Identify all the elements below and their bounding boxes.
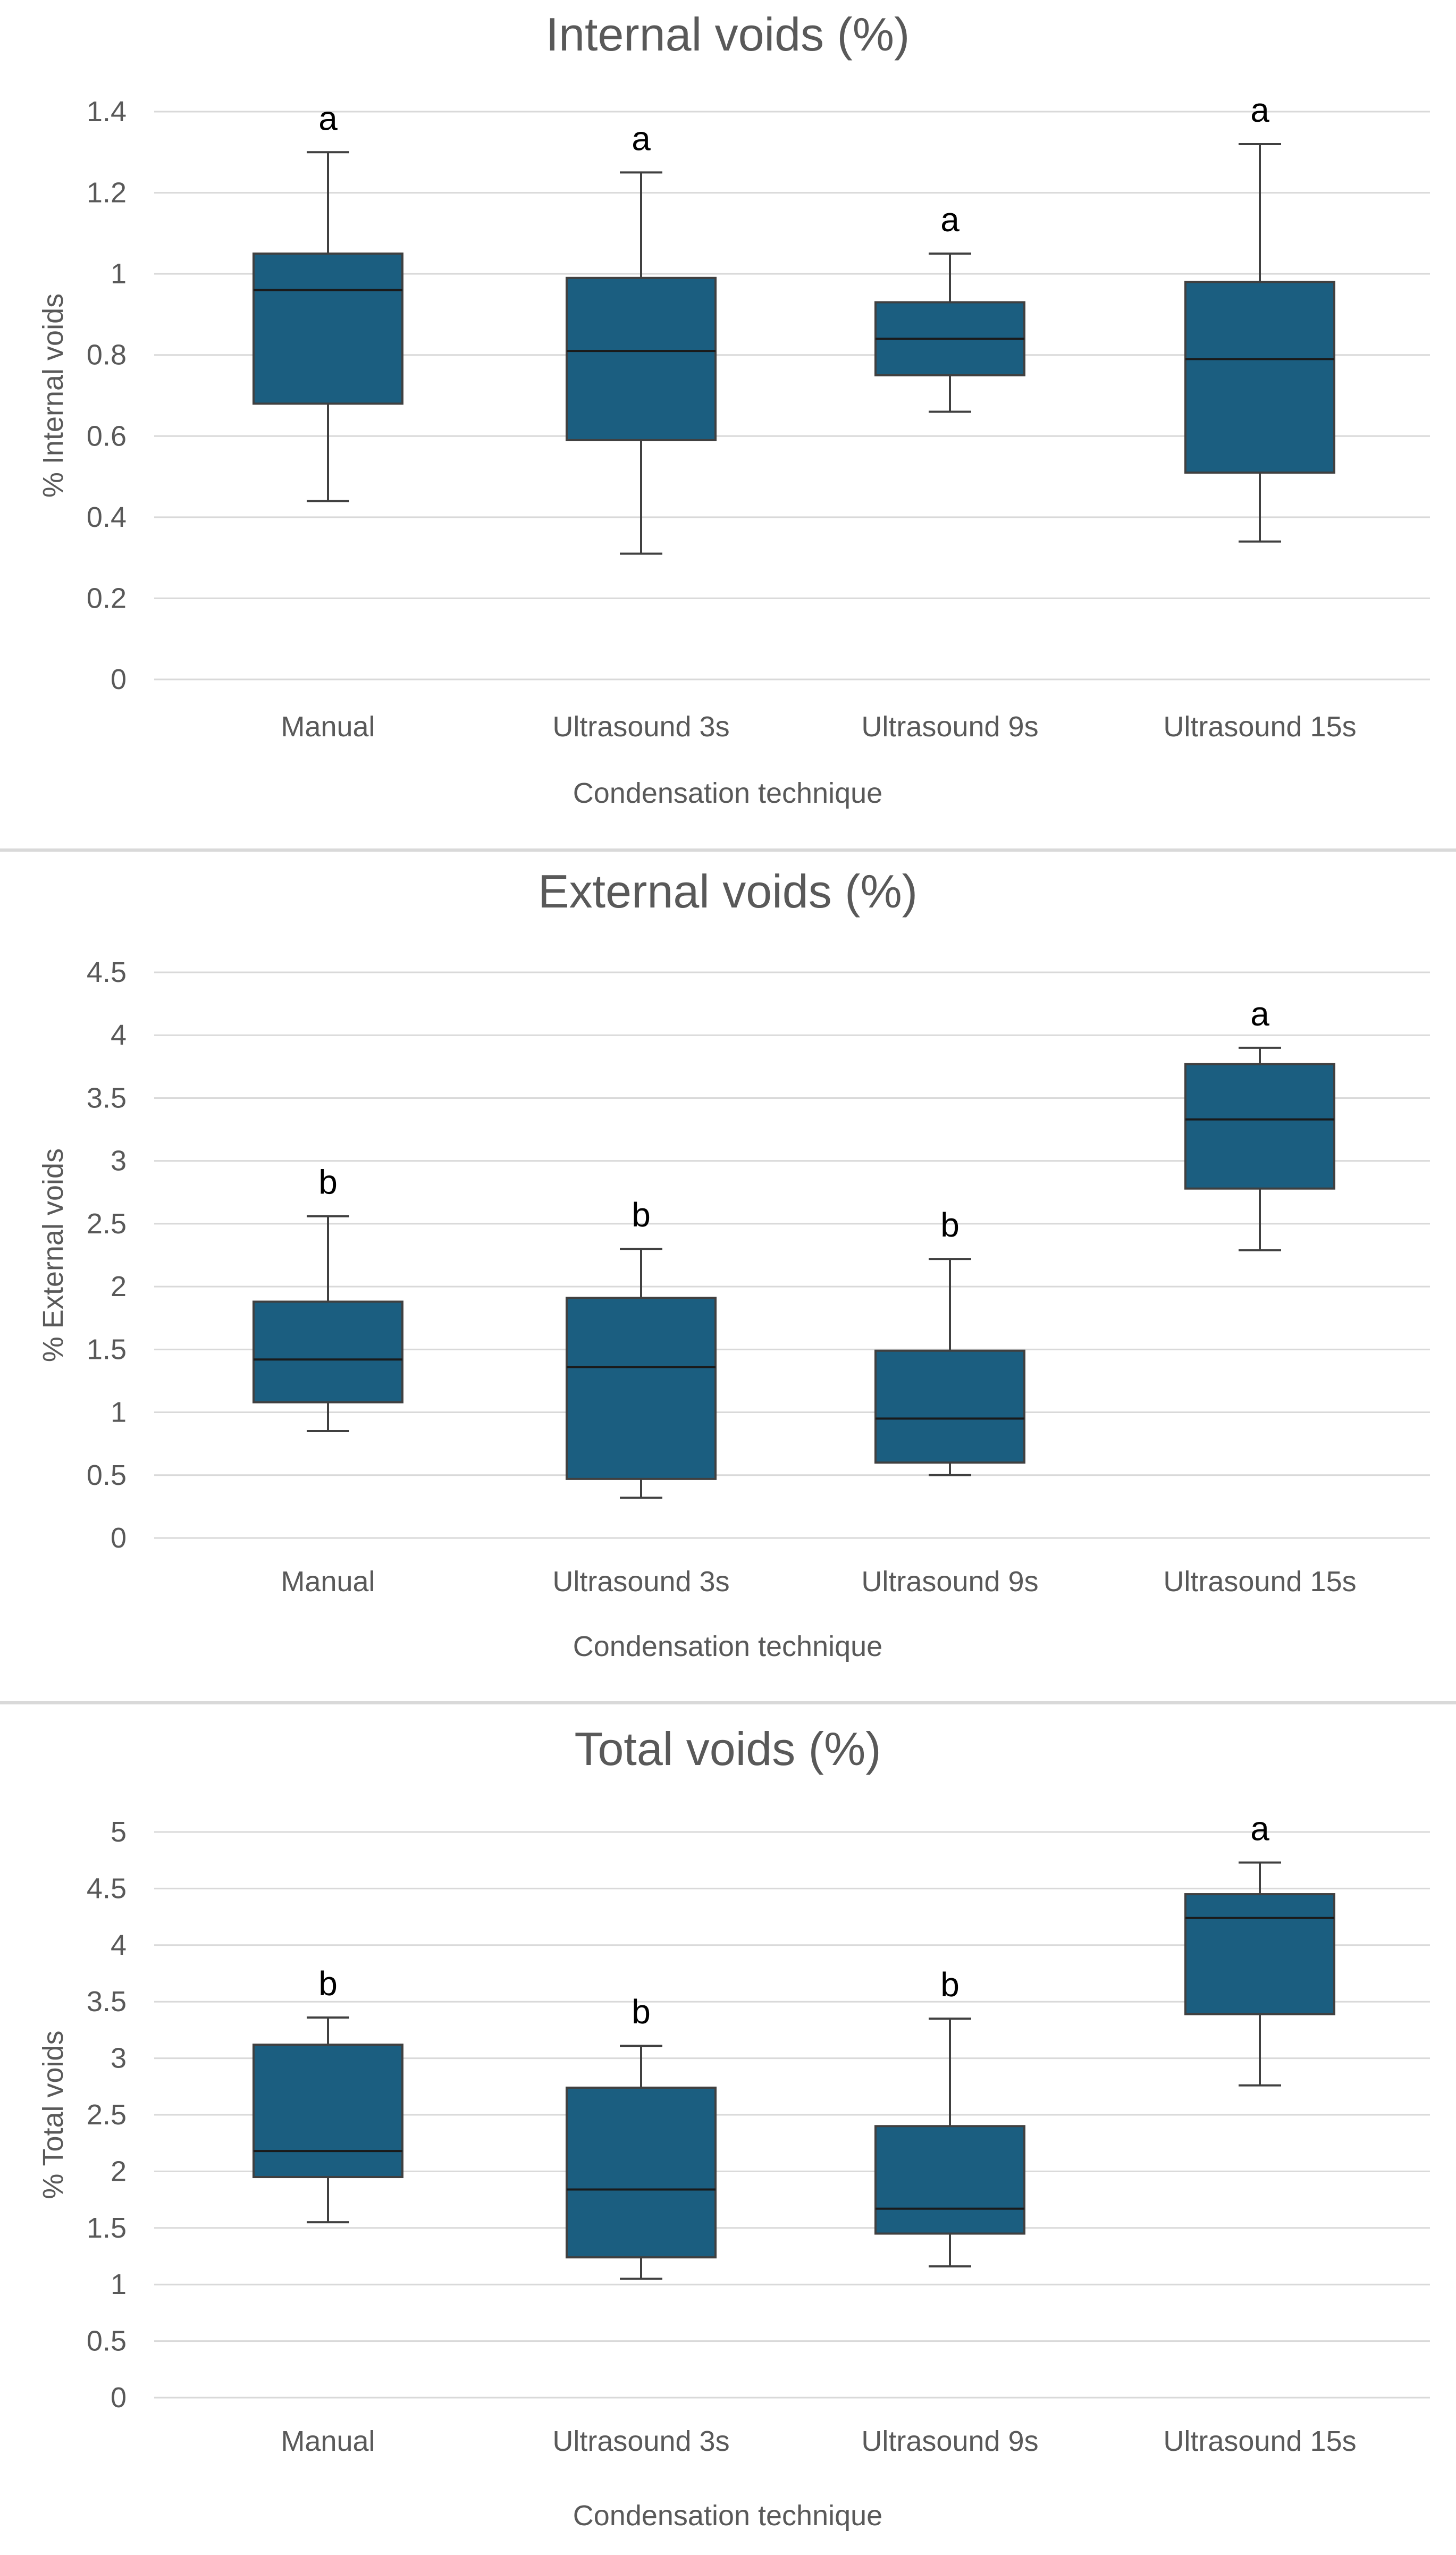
x-axis-label: Condensation technique (573, 1631, 882, 1662)
y-tick-label: 1.2 (87, 177, 127, 209)
y-tick-label: 0 (111, 663, 127, 695)
iqr-box (566, 2086, 717, 2259)
total-voids-panel: Total voids (%) 0 0.5 1 1.5 2 2.5 3 3.5 4 4.5 5 % To… (0, 1707, 1456, 2555)
iqr-box (253, 2044, 403, 2179)
y-axis-label: % Total voids (37, 2030, 69, 2199)
y-tick-label: 1.5 (87, 1333, 127, 1365)
x-tick-label: Ultrasound 15s (1163, 2425, 1356, 2457)
x-tick-label: Manual (281, 1566, 375, 1598)
y-tick-label: 0.6 (87, 420, 127, 452)
x-tick-label: Manual (281, 2425, 375, 2457)
x-tick-label: Ultrasound 9s (861, 2425, 1038, 2457)
iqr-box (253, 253, 403, 405)
significance-letter: b (940, 1206, 960, 1244)
y-tick-label: 0.4 (87, 501, 127, 533)
y-tick-label: 3.5 (87, 1986, 127, 2018)
y-tick-label: 0.5 (87, 1459, 127, 1491)
x-tick-label: Manual (281, 711, 375, 743)
total-voids-chart: Total voids (%) 0 0.5 1 1.5 2 2.5 3 3.5 4 4.5 5 % To… (37, 1722, 1430, 2532)
significance-letter: a (318, 99, 338, 137)
iqr-box (566, 1297, 717, 1480)
significance-letter: b (318, 1163, 338, 1201)
iqr-box (1184, 281, 1335, 474)
x-tick-label: Ultrasound 3s (552, 1566, 729, 1598)
chart-title: Total voids (%) (574, 1722, 881, 1775)
x-tick-label: Ultrasound 9s (861, 711, 1038, 743)
y-tick-label: 4 (111, 1019, 127, 1051)
significance-letter: b (632, 1993, 651, 2031)
iqr-box (1184, 1893, 1335, 2015)
external-voids-panel: External voids (%) 0 0.5 1 1.5 2 2.5 3 3.5 4 4.5 % … (0, 853, 1456, 1699)
y-tick-label: 2 (111, 2155, 127, 2187)
significance-letter: b (940, 1965, 960, 2004)
y-tick-label: 0 (111, 2382, 127, 2414)
y-tick-label: 0.8 (87, 339, 127, 371)
y-tick-label: 4.5 (87, 956, 127, 988)
y-tick-label: 0.2 (87, 582, 127, 614)
iqr-box (253, 1300, 403, 1403)
y-tick-label: 0 (111, 1522, 127, 1554)
panel-divider (0, 848, 1456, 852)
y-tick-label: 1.5 (87, 2212, 127, 2244)
significance-letter: a (632, 119, 651, 157)
x-tick-label: Ultrasound 15s (1163, 1566, 1356, 1598)
y-tick-label: 3 (111, 2043, 127, 2074)
external-voids-chart: External voids (%) 0 0.5 1 1.5 2 2.5 3 3.5 4 4.5 % … (37, 865, 1430, 1662)
iqr-box (874, 2125, 1025, 2235)
y-tick-label: 4 (111, 1929, 127, 1961)
y-tick-label: 4.5 (87, 1872, 127, 1904)
y-tick-label: 3 (111, 1145, 127, 1177)
significance-letter: b (318, 1964, 338, 2003)
significance-letter: a (1250, 1809, 1269, 1847)
iqr-box (1184, 1063, 1335, 1190)
y-tick-label: 5 (111, 1816, 127, 1848)
significance-letter: a (1250, 91, 1269, 129)
chart-title: Internal voids (%) (546, 8, 910, 61)
internal-voids-chart: Internal voids (%) 0 0.2 0.4 0.6 0.8 1 1.2 1.4 % … (37, 8, 1430, 809)
y-tick-label: 1.4 (87, 96, 127, 128)
x-tick-label: Ultrasound 9s (861, 1566, 1038, 1598)
iqr-box (874, 1349, 1025, 1464)
significance-letter: a (940, 200, 960, 239)
y-tick-label: 2.5 (87, 2099, 127, 2131)
internal-voids-panel: Internal voids (%) 0 0.2 0.4 0.6 0.8 1 1.2 1.4 % … (0, 0, 1456, 845)
x-axis-label: Condensation technique (573, 777, 882, 809)
y-tick-label: 3.5 (87, 1082, 127, 1114)
x-tick-label: Ultrasound 3s (552, 711, 729, 743)
iqr-box (566, 276, 717, 441)
y-tick-label: 1 (111, 1397, 127, 1428)
y-axis-label: % Internal voids (37, 293, 69, 498)
chart-title: External voids (%) (538, 865, 918, 918)
y-tick-label: 1 (111, 258, 127, 290)
y-tick-label: 0.5 (87, 2325, 127, 2357)
panel-divider (0, 1701, 1456, 1704)
y-axis-label: % External voids (37, 1148, 69, 1362)
y-tick-label: 1 (111, 2268, 127, 2300)
significance-letter: b (632, 1196, 651, 1234)
x-axis-label: Condensation technique (573, 2500, 882, 2532)
y-tick-label: 2.5 (87, 1208, 127, 1240)
x-tick-label: Ultrasound 15s (1163, 711, 1356, 743)
y-tick-label: 2 (111, 1271, 127, 1302)
x-tick-label: Ultrasound 3s (552, 2425, 729, 2457)
significance-letter: a (1250, 995, 1269, 1033)
